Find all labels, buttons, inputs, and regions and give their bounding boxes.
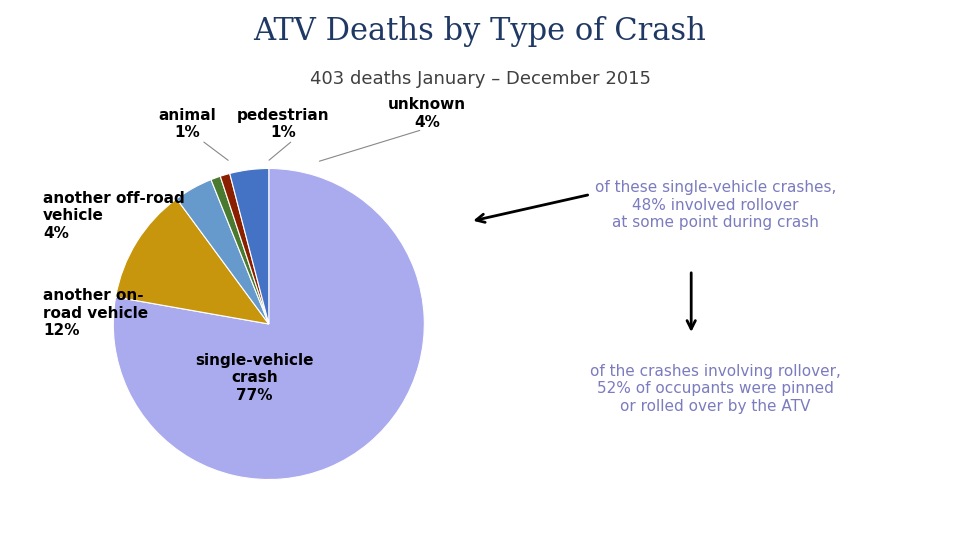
Text: of the crashes involving rollover,
52% of occupants were pinned
or rolled over b: of the crashes involving rollover, 52% o… bbox=[589, 364, 841, 414]
Wedge shape bbox=[177, 180, 269, 324]
Text: 403 deaths January – December 2015: 403 deaths January – December 2015 bbox=[309, 70, 651, 88]
Wedge shape bbox=[211, 176, 269, 324]
Wedge shape bbox=[113, 168, 424, 480]
Text: pedestrian
1%: pedestrian 1% bbox=[237, 108, 329, 140]
Text: of these single-vehicle crashes,
48% involved rollover
at some point during cras: of these single-vehicle crashes, 48% inv… bbox=[594, 180, 836, 230]
Text: animal
1%: animal 1% bbox=[158, 108, 216, 140]
Text: another off-road
vehicle
4%: another off-road vehicle 4% bbox=[43, 191, 185, 241]
Text: single-vehicle
crash
77%: single-vehicle crash 77% bbox=[195, 353, 314, 403]
Wedge shape bbox=[115, 199, 269, 324]
Wedge shape bbox=[229, 168, 269, 324]
Wedge shape bbox=[220, 173, 269, 324]
Text: another on-
road vehicle
12%: another on- road vehicle 12% bbox=[43, 288, 149, 338]
Text: ATV Deaths by Type of Crash: ATV Deaths by Type of Crash bbox=[253, 16, 707, 47]
Text: unknown
4%: unknown 4% bbox=[388, 97, 467, 130]
